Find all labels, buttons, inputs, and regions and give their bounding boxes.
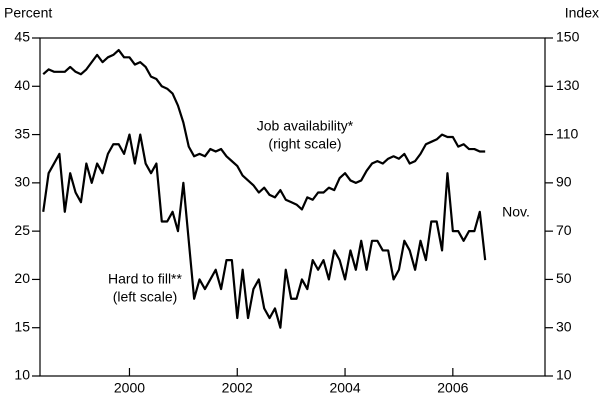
series-sublabel: (left scale) <box>113 289 178 305</box>
y2-tick-label: 150 <box>556 29 580 45</box>
x-tick-label: 2004 <box>329 380 360 396</box>
y2-tick-label: 130 <box>556 77 580 93</box>
y-axis-title: Percent <box>4 5 52 21</box>
y-tick-label: 35 <box>14 125 30 141</box>
y2-tick-label: 50 <box>556 270 572 286</box>
series-sublabel: (right scale) <box>268 136 341 152</box>
annotation: Nov. <box>502 204 530 220</box>
y-tick-label: 45 <box>14 29 30 45</box>
y-tick-label: 25 <box>14 222 30 238</box>
series-label: Hard to fill** <box>108 271 182 287</box>
plot-frame <box>39 37 546 377</box>
y-tick-label: 40 <box>14 77 30 93</box>
x-tick-label: 2006 <box>437 380 468 396</box>
y-tick-label: 30 <box>14 174 30 190</box>
x-tick-label: 2000 <box>114 380 145 396</box>
y-tick-label: 20 <box>14 270 30 286</box>
y-tick-label: 15 <box>14 318 30 334</box>
y2-tick-label: 70 <box>556 222 572 238</box>
y2-tick-label: 90 <box>556 174 572 190</box>
y2-tick-label: 10 <box>556 367 572 383</box>
series-line <box>42 48 486 211</box>
series-label: Job availability* <box>257 118 354 134</box>
y-tick-label: 10 <box>14 367 30 383</box>
y2-tick-label: 110 <box>556 125 579 141</box>
x-tick-label: 2002 <box>222 380 253 396</box>
series-line <box>42 133 487 329</box>
y2-tick-label: 30 <box>556 318 572 334</box>
y2-axis-title: Index <box>565 5 599 21</box>
